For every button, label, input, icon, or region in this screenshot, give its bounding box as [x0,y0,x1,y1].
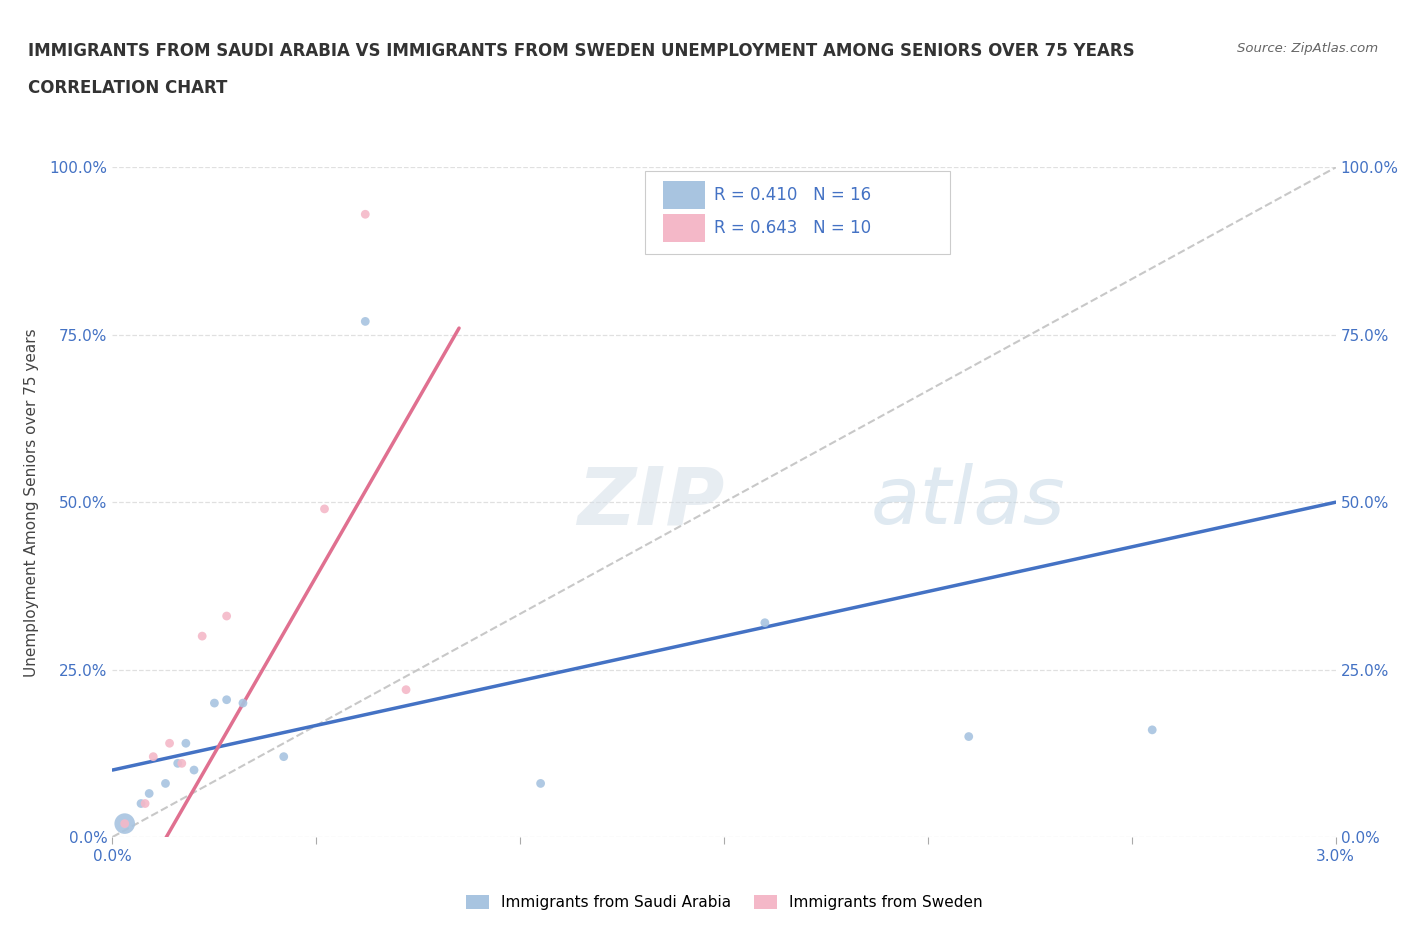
Point [191,629,214,644]
Point [174,736,197,751]
FancyBboxPatch shape [664,180,704,209]
Text: Source: ZipAtlas.com: Source: ZipAtlas.com [1237,42,1378,55]
Y-axis label: Unemployment Among Seniors over 75 years: Unemployment Among Seniors over 75 years [24,328,38,676]
Text: atlas: atlas [870,463,1066,541]
Point [754,616,776,631]
Point [129,796,152,811]
Point [166,756,188,771]
Point [142,750,165,764]
FancyBboxPatch shape [644,171,950,255]
Point [273,750,295,764]
Point [957,729,980,744]
Point [159,736,181,751]
Point [138,786,160,801]
Point [354,206,377,221]
Point [215,692,238,707]
Point [232,696,254,711]
Point [204,696,226,711]
Text: CORRELATION CHART: CORRELATION CHART [28,79,228,97]
Text: IMMIGRANTS FROM SAUDI ARABIA VS IMMIGRANTS FROM SWEDEN UNEMPLOYMENT AMONG SENIOR: IMMIGRANTS FROM SAUDI ARABIA VS IMMIGRAN… [28,42,1135,60]
Text: R = 0.410   N = 16: R = 0.410 N = 16 [714,186,872,204]
Legend: Immigrants from Saudi Arabia, Immigrants from Sweden: Immigrants from Saudi Arabia, Immigrants… [460,889,988,916]
Point [155,776,177,790]
Point [354,314,377,329]
Point [170,756,193,771]
Point [395,683,418,698]
Point [529,776,551,790]
Point [1140,723,1163,737]
FancyBboxPatch shape [664,214,704,243]
Point [134,796,156,811]
Point [215,608,238,623]
Point [114,817,136,831]
Text: R = 0.643   N = 10: R = 0.643 N = 10 [714,219,872,237]
Point [314,501,336,516]
Point [183,763,205,777]
Text: ZIP: ZIP [578,463,724,541]
Point [114,817,136,831]
